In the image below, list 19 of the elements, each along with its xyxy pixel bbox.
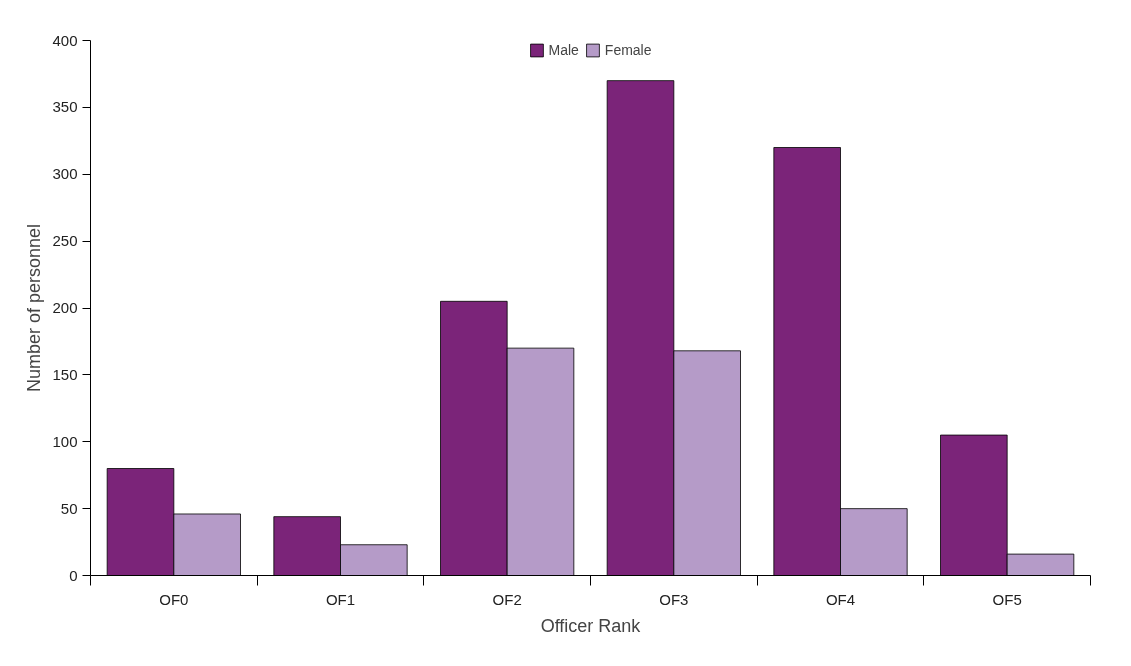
x-tick-label: OF3: [659, 590, 689, 608]
y-tick-label: 50: [60, 499, 78, 517]
y-tick-label: 150: [52, 365, 78, 383]
y-tick-label: 400: [52, 31, 78, 49]
x-tick-label: OF4: [825, 590, 856, 608]
x-tick-label: OF2: [492, 590, 522, 608]
x-tick-label: OF5: [992, 590, 1022, 608]
y-tick-label: 100: [52, 432, 78, 450]
legend-label: Female: [604, 42, 652, 58]
y-tick-label: 250: [52, 232, 78, 250]
y-tick-label: 200: [52, 299, 78, 316]
legend-label: Male: [548, 42, 579, 58]
y-tick-label: 0: [69, 566, 78, 584]
x-tick-label: OF0: [159, 590, 189, 608]
y-axis-title: Number of personnel: [24, 223, 45, 393]
x-axis-title: Officer Rank: [540, 615, 642, 636]
x-tick-label: OF1: [325, 590, 356, 608]
y-tick-label: 300: [52, 165, 78, 183]
y-tick-label: 350: [52, 98, 78, 116]
